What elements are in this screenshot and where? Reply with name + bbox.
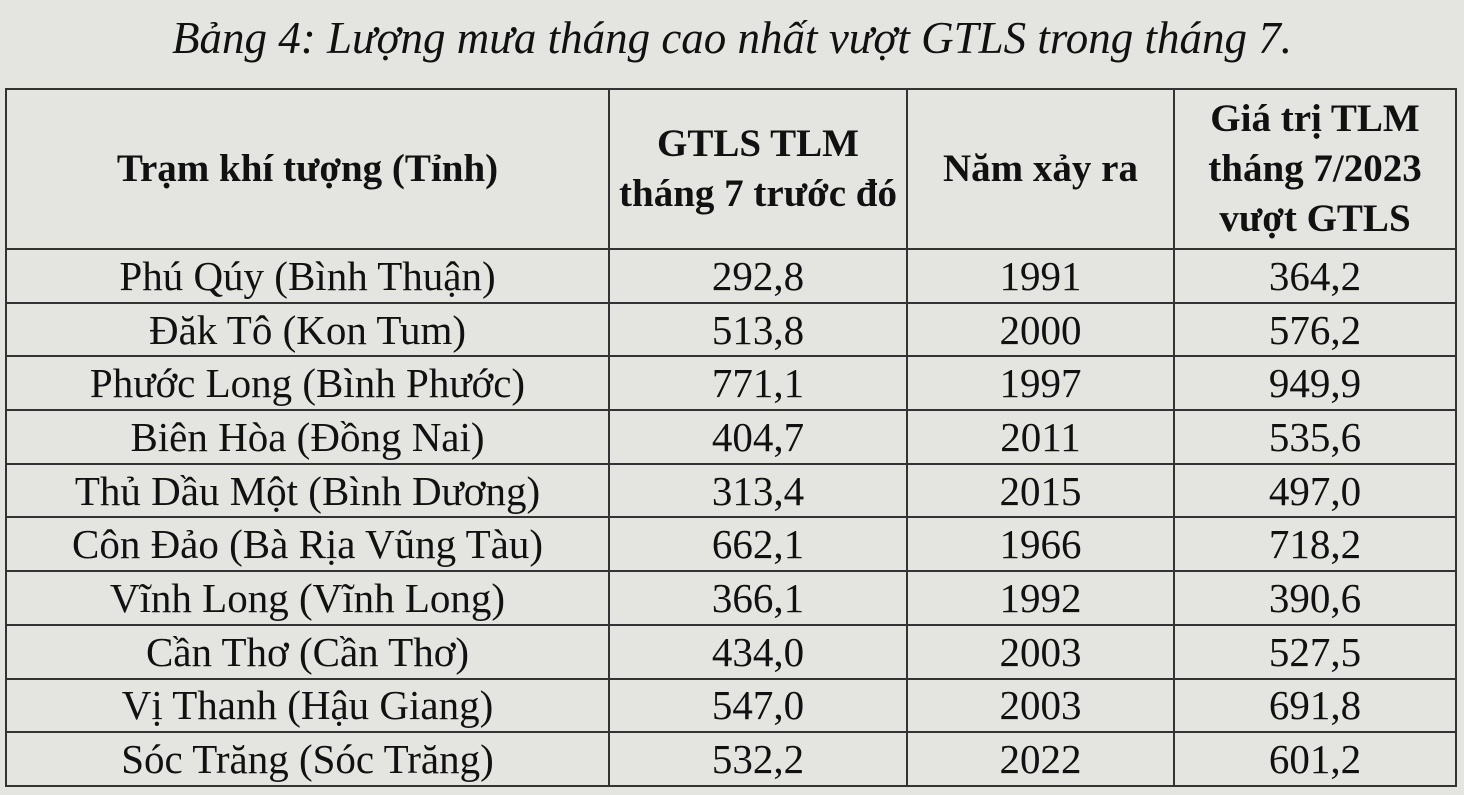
cell-gtls: 513,8 bbox=[608, 301, 908, 358]
table-row: Thủ Dầu Một (Bình Dương) 313,4 2015 497,0 bbox=[5, 462, 1457, 519]
cell-value-2023: 497,0 bbox=[1173, 462, 1457, 519]
header-year: Năm xảy ra bbox=[906, 88, 1175, 250]
header-value-2023: Giá trị TLM tháng 7/2023 vượt GTLS bbox=[1173, 88, 1457, 250]
cell-value-2023: 691,8 bbox=[1173, 677, 1457, 734]
cell-value-2023: 601,2 bbox=[1173, 731, 1457, 787]
cell-year: 2003 bbox=[906, 677, 1175, 734]
header-station: Trạm khí tượng (Tỉnh) bbox=[5, 88, 610, 250]
table-title: Bảng 4: Lượng mưa tháng cao nhất vượt GT… bbox=[171, 13, 1292, 63]
cell-station: Phú Qúy (Bình Thuận) bbox=[5, 248, 610, 304]
cell-gtls: 292,8 bbox=[608, 248, 908, 304]
cell-year: 2011 bbox=[906, 409, 1175, 465]
cell-gtls: 662,1 bbox=[608, 516, 908, 573]
cell-station: Phước Long (Bình Phước) bbox=[5, 355, 610, 412]
cell-station: Vị Thanh (Hậu Giang) bbox=[5, 677, 610, 734]
cell-year: 1966 bbox=[906, 516, 1175, 573]
cell-gtls: 434,0 bbox=[608, 623, 908, 680]
cell-value-2023: 390,6 bbox=[1173, 570, 1457, 626]
table-row: Phước Long (Bình Phước) 771,1 1997 949,9 bbox=[5, 355, 1457, 412]
table-row: Biên Hòa (Đồng Nai) 404,7 2011 535,6 bbox=[5, 409, 1457, 465]
cell-station: Sóc Trăng (Sóc Trăng) bbox=[5, 731, 610, 787]
table-row: Cần Thơ (Cần Thơ) 434,0 2003 527,5 bbox=[5, 623, 1457, 680]
table-row: Côn Đảo (Bà Rịa Vũng Tàu) 662,1 1966 718,2 bbox=[5, 516, 1457, 573]
cell-gtls: 366,1 bbox=[608, 570, 908, 626]
cell-year: 1991 bbox=[906, 248, 1175, 304]
cell-gtls: 771,1 bbox=[608, 355, 908, 412]
cell-value-2023: 527,5 bbox=[1173, 623, 1457, 680]
cell-station: Cần Thơ (Cần Thơ) bbox=[5, 623, 610, 680]
cell-station: Côn Đảo (Bà Rịa Vũng Tàu) bbox=[5, 516, 610, 573]
cell-value-2023: 364,2 bbox=[1173, 248, 1457, 304]
cell-station: Vĩnh Long (Vĩnh Long) bbox=[5, 570, 610, 626]
table-row: Sóc Trăng (Sóc Trăng) 532,2 2022 601,2 bbox=[5, 731, 1457, 787]
cell-station: Đăk Tô (Kon Tum) bbox=[5, 301, 610, 358]
cell-year: 1992 bbox=[906, 570, 1175, 626]
table-row: Vị Thanh (Hậu Giang) 547,0 2003 691,8 bbox=[5, 677, 1457, 734]
table-row: Đăk Tô (Kon Tum) 513,8 2000 576,2 bbox=[5, 301, 1457, 358]
cell-value-2023: 576,2 bbox=[1173, 301, 1457, 358]
header-row: Trạm khí tượng (Tỉnh) GTLS TLM tháng 7 t… bbox=[5, 88, 1457, 250]
cell-gtls: 313,4 bbox=[608, 462, 908, 519]
cell-year: 2003 bbox=[906, 623, 1175, 680]
cell-year: 1997 bbox=[906, 355, 1175, 412]
table-row: Phú Qúy (Bình Thuận) 292,8 1991 364,2 bbox=[5, 248, 1457, 304]
cell-year: 2000 bbox=[906, 301, 1175, 358]
cell-value-2023: 535,6 bbox=[1173, 409, 1457, 465]
header-gtls: GTLS TLM tháng 7 trước đó bbox=[608, 88, 908, 250]
cell-year: 2022 bbox=[906, 731, 1175, 787]
cell-gtls: 404,7 bbox=[608, 409, 908, 465]
rainfall-table: Trạm khí tượng (Tỉnh) GTLS TLM tháng 7 t… bbox=[5, 88, 1457, 787]
cell-value-2023: 718,2 bbox=[1173, 516, 1457, 573]
cell-gtls: 547,0 bbox=[608, 677, 908, 734]
cell-year: 2015 bbox=[906, 462, 1175, 519]
cell-value-2023: 949,9 bbox=[1173, 355, 1457, 412]
cell-station: Biên Hòa (Đồng Nai) bbox=[5, 409, 610, 465]
table-row: Vĩnh Long (Vĩnh Long) 366,1 1992 390,6 bbox=[5, 570, 1457, 626]
cell-station: Thủ Dầu Một (Bình Dương) bbox=[5, 462, 610, 519]
cell-gtls: 532,2 bbox=[608, 731, 908, 787]
